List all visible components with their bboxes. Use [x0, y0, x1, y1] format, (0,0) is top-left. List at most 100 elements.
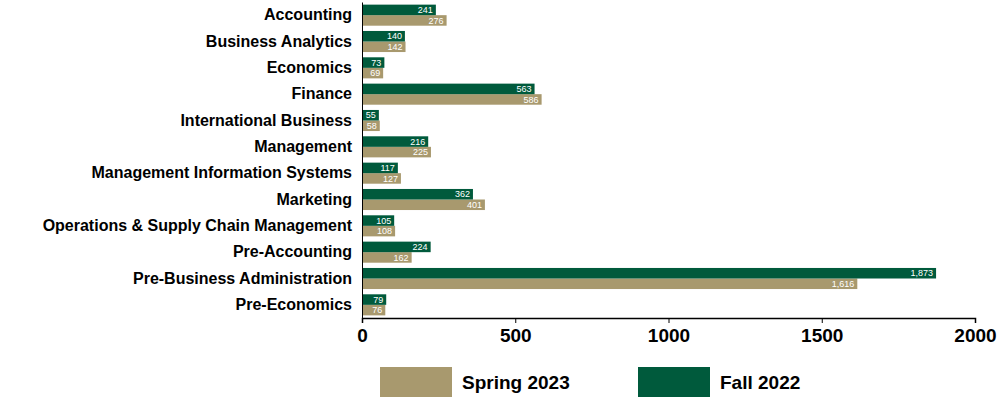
data-label: 586: [524, 95, 539, 105]
data-label: 55: [366, 110, 376, 120]
chart: 276 142 69 586 58 225 127 401 108 162 1,616 76 241 14…: [0, 0, 1000, 399]
y-tick: Management Information Systems: [92, 164, 363, 181]
bar: [362, 294, 386, 305]
category-label: Pre-Economics: [236, 296, 353, 313]
bar: [362, 279, 857, 290]
data-label: 276: [429, 16, 444, 26]
bar: [362, 121, 380, 132]
data-label: 73: [371, 58, 381, 68]
legend-swatch: [638, 367, 710, 397]
x-tick-mark: [362, 318, 363, 323]
data-label: 1,873: [911, 268, 934, 278]
x-tick-label: 2000: [954, 325, 996, 346]
category-label: Marketing: [276, 191, 352, 208]
bar: [362, 268, 936, 279]
data-label: 69: [370, 68, 380, 78]
bar: [362, 147, 431, 158]
data-label: 162: [394, 253, 409, 263]
data-label: 224: [413, 242, 428, 252]
bar: [362, 110, 379, 121]
data-label: 140: [387, 31, 402, 41]
legend: Spring 2023 Fall 2022: [380, 367, 800, 397]
category-label: International Business: [180, 112, 352, 129]
y-tick: Pre-Business Administration: [133, 270, 362, 287]
bar: [362, 42, 406, 53]
bar: [362, 200, 485, 211]
category-label: Accounting: [264, 6, 352, 23]
bar: [362, 226, 395, 237]
x-tick: 500: [500, 318, 532, 346]
x-tick-label: 1000: [648, 325, 690, 346]
data-label: 401: [467, 200, 482, 210]
x-tick-label: 1500: [801, 325, 843, 346]
data-label: 76: [372, 305, 382, 315]
bar: [362, 252, 412, 263]
data-label: 563: [517, 84, 532, 94]
bar: [362, 163, 398, 174]
y-tick: Pre-Accounting: [233, 243, 362, 260]
bar: [362, 215, 394, 226]
bar: [362, 305, 385, 316]
y-tick: Pre-Economics: [236, 296, 362, 313]
x-tick: 0: [357, 318, 368, 346]
x-axis: 0 500 1000 1500 2000: [357, 318, 996, 346]
bar: [362, 57, 384, 68]
y-tick: Operations & Supply Chain Management: [43, 217, 362, 234]
bar: [362, 31, 405, 42]
bar: [362, 136, 428, 147]
bar: [362, 15, 447, 26]
x-tick: 1000: [648, 318, 690, 346]
data-label: 241: [418, 5, 433, 15]
bar: [362, 94, 542, 105]
legend-label: Spring 2023: [462, 372, 570, 393]
y-tick: Finance: [292, 85, 362, 102]
legend-label: Fall 2022: [720, 372, 800, 393]
y-axis-line: [362, 3, 363, 319]
x-tick-mark: [515, 318, 516, 323]
data-label: 79: [373, 295, 383, 305]
x-tick-mark: [822, 318, 823, 323]
y-tick: Marketing: [276, 191, 362, 208]
category-label: Business Analytics: [206, 33, 352, 50]
category-label: Finance: [292, 85, 353, 102]
data-label: 362: [455, 189, 470, 199]
data-label: 225: [413, 147, 428, 157]
data-label: 127: [383, 174, 398, 184]
y-tick: International Business: [180, 112, 362, 129]
data-label: 108: [377, 226, 392, 236]
x-axis-line: [363, 319, 976, 324]
x-tick-mark: [669, 318, 670, 323]
bar: [362, 189, 473, 200]
x-tick-mark: [975, 318, 976, 323]
y-tick: Business Analytics: [206, 33, 362, 50]
data-label: 142: [387, 42, 402, 52]
x-tick-label: 0: [357, 325, 368, 346]
category-label: Operations & Supply Chain Management: [43, 217, 353, 234]
data-label: 117: [381, 163, 395, 173]
bar: [362, 68, 383, 79]
data-labels: 276 142 69 586 58 225 127 401 108 162 1,616 76 241 14…: [366, 5, 933, 315]
y-tick: Management: [254, 138, 362, 155]
category-label: Economics: [267, 59, 352, 76]
bar: [362, 84, 535, 95]
y-tick: Accounting: [264, 6, 362, 23]
y-tick: Economics: [267, 59, 362, 76]
x-tick-label: 500: [500, 325, 532, 346]
category-label: Management Information Systems: [92, 164, 353, 181]
bar: [362, 5, 436, 16]
data-label: 105: [376, 216, 391, 226]
data-label: 58: [367, 121, 377, 131]
plot-area: 276 142 69 586 58 225 127 401 108 162 1,616 76 241 14…: [43, 3, 997, 347]
x-tick: 1500: [801, 318, 843, 346]
data-label: 1,616: [832, 279, 855, 289]
bar: [362, 242, 431, 253]
category-label: Pre-Accounting: [233, 243, 352, 260]
data-label: 216: [410, 137, 425, 147]
legend-swatch: [380, 367, 452, 397]
bars: [362, 5, 936, 316]
category-label: Pre-Business Administration: [133, 270, 352, 287]
category-label: Management: [254, 138, 352, 155]
bar: [362, 173, 401, 184]
x-tick: 2000: [954, 318, 996, 346]
y-axis: Accounting Business Analytics Economics Fin…: [43, 3, 363, 319]
